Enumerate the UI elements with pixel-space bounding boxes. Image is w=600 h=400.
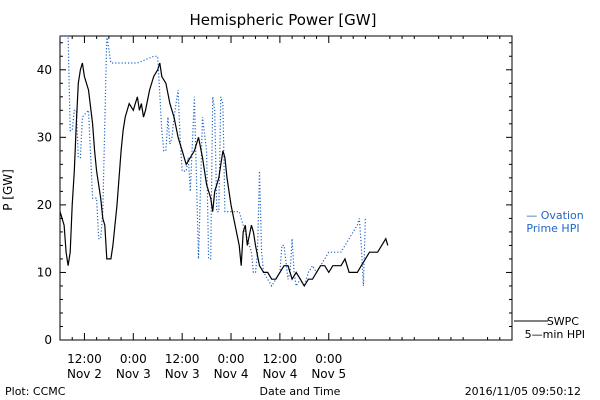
footer-timestamp: 2016/11/05 09:50:12 <box>465 385 581 398</box>
y-tick-label: 40 <box>37 63 52 77</box>
series-line-swpc <box>59 62 389 288</box>
x-tick-date: Nov 4 <box>214 367 249 381</box>
y-tick-label: 30 <box>37 130 52 144</box>
x-axis-label: Date and Time <box>260 385 341 398</box>
x-tick-time: 12:00 <box>263 352 298 366</box>
legend-ovation-line2: Prime HPI <box>526 222 579 235</box>
x-tick-date: Nov 2 <box>67 367 102 381</box>
footer-credit: Plot: CCMC <box>5 385 66 398</box>
x-tick-time: 12:00 <box>165 352 200 366</box>
legend-swpc-line1: SWPC <box>547 315 579 328</box>
y-tick-label: 20 <box>37 198 52 212</box>
y-axis: 0 10 20 30 40 <box>37 42 512 347</box>
x-tick-date: Nov 5 <box>311 367 346 381</box>
series-line-ovation <box>60 35 366 288</box>
x-tick-date: Nov 4 <box>262 367 297 381</box>
x-tick-time: 0:00 <box>120 352 147 366</box>
y-axis-label: P [GW] <box>1 169 15 211</box>
chart-title: Hemispheric Power [GW] <box>190 11 377 29</box>
x-tick-date: Nov 3 <box>116 367 151 381</box>
plot-frame <box>59 35 513 341</box>
x-tick-time: 0:00 <box>218 352 245 366</box>
legend-swpc-line2: 5—min HPI <box>525 328 585 341</box>
series-layer <box>59 35 389 288</box>
y-tick-label: 0 <box>44 333 52 347</box>
x-tick-time: 0:00 <box>315 352 342 366</box>
y-tick-label: 10 <box>37 265 52 279</box>
legend-ovation-line1: — Ovation <box>526 209 584 222</box>
x-tick-date: Nov 3 <box>165 367 200 381</box>
x-tick-time: 12:00 <box>67 352 102 366</box>
